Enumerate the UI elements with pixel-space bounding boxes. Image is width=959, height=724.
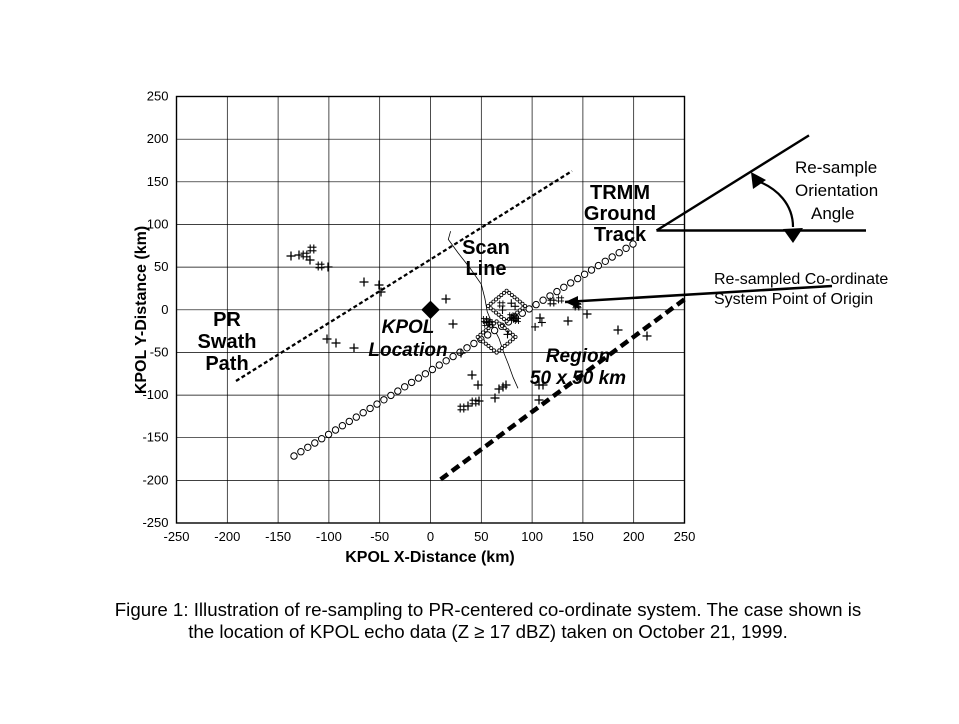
svg-text:Region: Region xyxy=(546,346,610,367)
svg-text:200: 200 xyxy=(623,529,645,544)
svg-text:0: 0 xyxy=(161,302,168,317)
svg-text:System Point of Origin: System Point of Origin xyxy=(714,291,873,308)
svg-text:-150: -150 xyxy=(142,430,168,445)
svg-text:150: 150 xyxy=(147,174,169,189)
svg-text:-50: -50 xyxy=(150,344,169,359)
svg-text:TRMM: TRMM xyxy=(590,182,650,204)
svg-text:100: 100 xyxy=(147,216,169,231)
svg-text:50: 50 xyxy=(474,529,488,544)
svg-text:PR: PR xyxy=(213,309,241,331)
svg-text:Track: Track xyxy=(594,224,647,246)
svg-text:Re-sample: Re-sample xyxy=(795,158,877,177)
svg-text:KPOL Y-Distance (km): KPOL Y-Distance (km) xyxy=(133,226,150,394)
svg-text:-250: -250 xyxy=(142,515,168,530)
svg-text:100: 100 xyxy=(521,529,543,544)
svg-text:Figure 1: Illustration of re-s: Figure 1: Illustration of re-sampling to… xyxy=(115,599,861,620)
svg-text:the location of KPOL echo data: the location of KPOL echo data (Z ≥ 17 d… xyxy=(188,621,788,642)
svg-text:-50: -50 xyxy=(370,529,389,544)
svg-text:50 x 50 km: 50 x 50 km xyxy=(530,368,626,389)
svg-text:KPOL X-Distance (km): KPOL X-Distance (km) xyxy=(345,549,515,566)
svg-text:-250: -250 xyxy=(163,529,189,544)
svg-text:Scan: Scan xyxy=(462,237,510,259)
svg-text:200: 200 xyxy=(147,131,169,146)
svg-text:Line: Line xyxy=(465,258,506,280)
svg-text:Swath: Swath xyxy=(198,331,257,353)
svg-text:-200: -200 xyxy=(142,472,168,487)
svg-text:50: 50 xyxy=(154,259,168,274)
svg-text:Re-sampled Co-ordinate: Re-sampled Co-ordinate xyxy=(714,271,888,288)
svg-text:150: 150 xyxy=(572,529,594,544)
svg-text:Angle: Angle xyxy=(811,204,854,223)
svg-text:KPOL: KPOL xyxy=(382,317,435,338)
svg-text:Path: Path xyxy=(205,353,248,375)
svg-text:-100: -100 xyxy=(316,529,342,544)
svg-text:-200: -200 xyxy=(214,529,240,544)
svg-text:250: 250 xyxy=(674,529,696,544)
svg-text:Ground: Ground xyxy=(584,203,656,225)
svg-text:250: 250 xyxy=(147,89,169,104)
svg-text:Orientation: Orientation xyxy=(795,181,878,200)
svg-text:Location: Location xyxy=(368,340,447,361)
svg-text:-150: -150 xyxy=(265,529,291,544)
svg-text:0: 0 xyxy=(427,529,434,544)
